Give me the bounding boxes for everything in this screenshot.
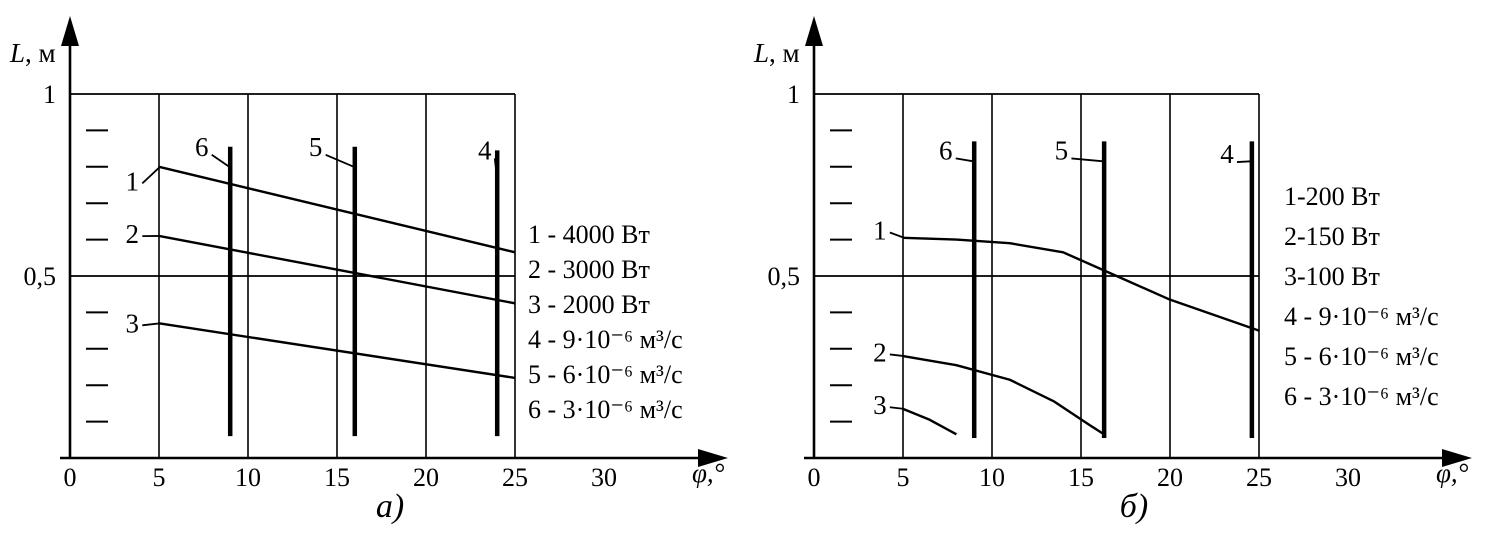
y-axis-arrow-icon — [61, 16, 79, 46]
series-label-1: 1 — [126, 166, 140, 196]
legend-item: 1 - 4000 Вт — [528, 220, 650, 249]
series-line-3 — [158, 322, 516, 380]
series-pointer-line — [141, 166, 161, 185]
legend-item: 2-150 Вт — [1284, 222, 1380, 251]
marker-pointer-line — [1071, 157, 1104, 163]
x-tick-label: 5 — [897, 463, 910, 492]
x-tick-label: 20 — [1157, 463, 1183, 492]
series-label-3: 3 — [126, 308, 140, 338]
marker-pointer-line — [211, 154, 230, 168]
legend-item: 1-200 Вт — [1284, 182, 1380, 211]
y-axis-label: L, м — [9, 38, 56, 68]
x-tick-label: 5 — [153, 463, 166, 492]
x-tick-label: 20 — [413, 463, 439, 492]
y-tick-label: 0,5 — [768, 262, 801, 291]
y-tick-label: 0,5 — [24, 262, 57, 291]
x-axis-arrow-icon — [698, 449, 728, 467]
series-pointer-line — [889, 406, 905, 410]
series-label-2: 2 — [873, 337, 887, 367]
series-line-2 — [902, 354, 1105, 436]
legend-item: 5 - 6·10⁻⁶ м³/с — [1284, 342, 1439, 371]
series-pointer-line — [889, 231, 905, 239]
marker-label-5: 5 — [1055, 135, 1069, 165]
series-line-3 — [902, 407, 957, 436]
series-line-2 — [158, 234, 516, 305]
marker-label-5: 5 — [309, 132, 323, 162]
legend-item: 3-100 Вт — [1284, 262, 1380, 291]
marker-label-4: 4 — [478, 135, 492, 165]
y-tick-label: 1 — [43, 80, 56, 109]
x-tick-label: 30 — [1335, 463, 1361, 492]
series-label-3: 3 — [873, 390, 887, 420]
x-tick-label: 10 — [235, 463, 261, 492]
marker-pointer-line — [1236, 160, 1251, 163]
marker-pointer-line — [493, 158, 498, 171]
chart-b-caption: б) — [1119, 488, 1149, 525]
series-line-1 — [158, 165, 516, 254]
legend-item: 3 - 2000 Вт — [528, 290, 650, 319]
marker-label-4: 4 — [1220, 139, 1234, 169]
legend-item: 4 - 9·10⁻⁶ м³/с — [1284, 302, 1439, 331]
marker-pointer-line — [325, 153, 355, 168]
series-label-1: 1 — [873, 216, 887, 246]
legend-item: 6 - 3·10⁻⁶ м³/с — [528, 395, 683, 424]
x-axis-label: φ,° — [1436, 458, 1469, 488]
x-axis-label: φ,° — [692, 458, 725, 488]
y-axis-arrow-icon — [805, 16, 823, 46]
legend-item: 2 - 3000 Вт — [528, 255, 650, 284]
legend-item: 5 - 6·10⁻⁶ м³/с — [528, 360, 683, 389]
legend-item: 4 - 9·10⁻⁶ м³/с — [528, 325, 683, 354]
series-pointer-line — [889, 353, 905, 357]
x-axis-arrow-icon — [1442, 449, 1472, 467]
chart-b: 6 5 4 1 2 3 0 5 10 15 20 25 30 1 0,5 φ,° L, м 1-200 Вт 2-1… — [744, 0, 1488, 551]
series-label-2: 2 — [126, 219, 140, 249]
x-tick-label: 0 — [64, 463, 77, 492]
series-line-1 — [902, 236, 1260, 332]
x-tick-label: 25 — [502, 463, 528, 492]
marker-pointer-line — [955, 157, 974, 163]
x-tick-label: 15 — [324, 463, 350, 492]
x-tick-label: 25 — [1246, 463, 1272, 492]
marker-label-6: 6 — [939, 135, 953, 165]
series-pointer-line — [142, 322, 161, 327]
marker-label-6: 6 — [195, 132, 209, 162]
chart-a-caption: а) — [375, 488, 405, 525]
y-tick-label: 1 — [787, 80, 800, 109]
x-tick-label: 0 — [808, 463, 821, 492]
legend-item: 6 - 3·10⁻⁶ м³/с — [1284, 382, 1439, 411]
x-tick-label: 15 — [1068, 463, 1094, 492]
x-tick-label: 30 — [591, 463, 617, 492]
y-axis-label: L, м — [753, 38, 800, 68]
x-tick-label: 10 — [979, 463, 1005, 492]
